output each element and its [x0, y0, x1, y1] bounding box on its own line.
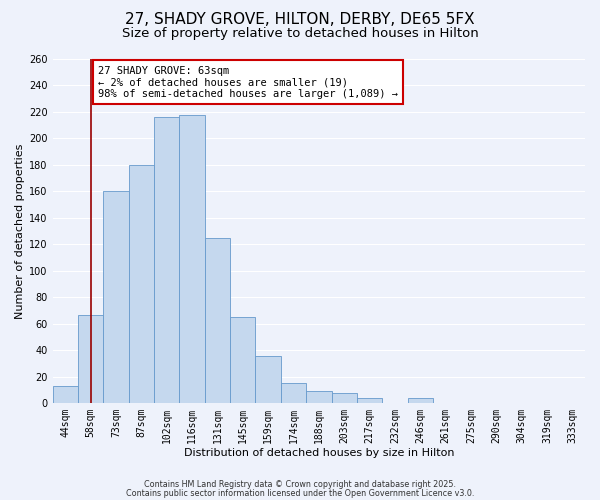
Text: Contains HM Land Registry data © Crown copyright and database right 2025.: Contains HM Land Registry data © Crown c…	[144, 480, 456, 489]
Bar	[179, 114, 205, 403]
Text: 27, SHADY GROVE, HILTON, DERBY, DE65 5FX: 27, SHADY GROVE, HILTON, DERBY, DE65 5FX	[125, 12, 475, 28]
Bar	[357, 398, 382, 403]
Y-axis label: Number of detached properties: Number of detached properties	[15, 144, 25, 319]
Bar	[154, 118, 179, 403]
Bar	[407, 398, 433, 403]
Text: Contains public sector information licensed under the Open Government Licence v3: Contains public sector information licen…	[126, 488, 474, 498]
Text: Size of property relative to detached houses in Hilton: Size of property relative to detached ho…	[122, 28, 478, 40]
Bar	[306, 392, 332, 403]
Bar	[53, 386, 78, 403]
Bar	[332, 392, 357, 403]
X-axis label: Distribution of detached houses by size in Hilton: Distribution of detached houses by size …	[184, 448, 454, 458]
Bar	[205, 238, 230, 403]
Bar	[281, 384, 306, 403]
Bar	[78, 314, 103, 403]
Bar	[129, 165, 154, 403]
Bar	[103, 192, 129, 403]
Bar	[230, 317, 256, 403]
Bar	[256, 356, 281, 403]
Text: 27 SHADY GROVE: 63sqm
← 2% of detached houses are smaller (19)
98% of semi-detac: 27 SHADY GROVE: 63sqm ← 2% of detached h…	[98, 66, 398, 99]
